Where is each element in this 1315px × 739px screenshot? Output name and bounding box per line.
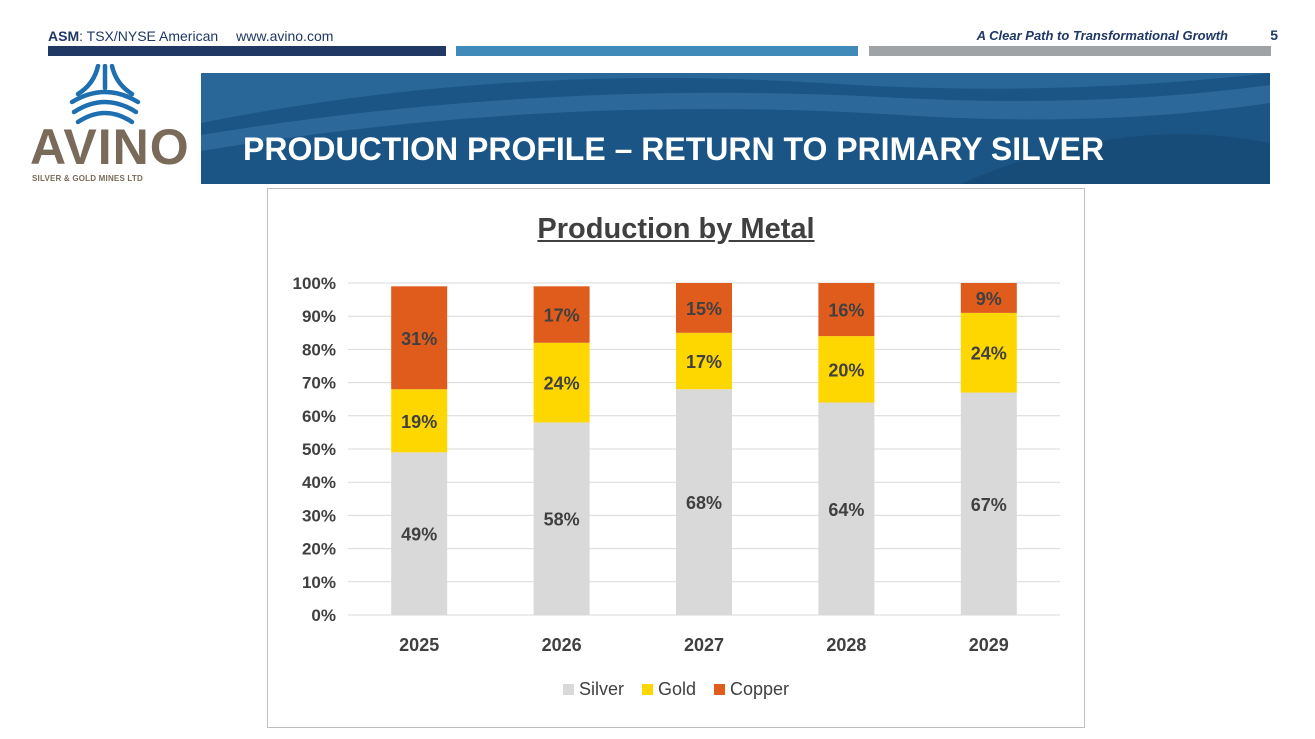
- bar-segment-copper: [533, 286, 590, 343]
- chart-plot: 0% 10% 20% 30% 40% 50% 60% 70% 80% 90% 100% 49% 19% 3…: [293, 274, 1060, 655]
- website-link[interactable]: www.avino.com: [236, 28, 334, 44]
- bar-segment-copper: [818, 283, 875, 337]
- bar-segment-gold: [676, 332, 732, 390]
- y-tick-label: 60%: [302, 407, 336, 426]
- page-number: 5: [1270, 27, 1278, 43]
- data-label: 16%: [828, 301, 864, 321]
- exchange-text: : TSX/NYSE American: [79, 28, 219, 44]
- x-tick-label: 2027: [684, 635, 724, 655]
- data-label: 17%: [686, 352, 722, 372]
- ticker-symbol: ASM: [48, 28, 80, 44]
- logo-subtitle: SILVER & GOLD MINES LTD: [32, 174, 143, 183]
- data-label: 19%: [401, 412, 437, 432]
- data-label: 15%: [686, 299, 722, 319]
- data-label: 68%: [686, 493, 722, 513]
- y-tick-label: 10%: [302, 573, 336, 592]
- y-tick-label: 100%: [293, 274, 336, 293]
- bar-segment-silver: [676, 389, 732, 615]
- bar-segment-silver: [391, 452, 448, 615]
- legend-label: Gold: [657, 679, 696, 699]
- banner-swoosh: [201, 73, 1270, 184]
- bar-segment-silver: [960, 392, 1017, 615]
- data-label: 64%: [828, 500, 864, 520]
- y-tick-label: 90%: [302, 307, 336, 326]
- legend-swatch: [714, 684, 725, 695]
- header-ticker: ASM: TSX/NYSE American www.avino.com: [48, 28, 333, 44]
- data-label: 24%: [544, 374, 580, 394]
- data-label: 20%: [828, 360, 864, 380]
- title-banner: PRODUCTION PROFILE – RETURN TO PRIMARY S…: [201, 73, 1270, 184]
- company-logo: AVINO SILVER & GOLD MINES LTD: [28, 64, 190, 183]
- y-tick-label: 40%: [302, 473, 336, 492]
- data-label: 58%: [544, 510, 580, 530]
- x-tick-label: 2025: [399, 635, 439, 655]
- bar-segment-silver: [533, 422, 590, 615]
- header-stripe-navy: [48, 46, 446, 56]
- y-tick-label: 80%: [302, 340, 336, 359]
- y-tick-label: 50%: [302, 440, 336, 459]
- y-tick-label: 30%: [302, 506, 336, 525]
- tagline: A Clear Path to Transformational Growth: [976, 28, 1228, 43]
- bar-segment-gold: [818, 336, 875, 403]
- legend-label: Silver: [578, 679, 624, 699]
- bar-segment-gold: [960, 312, 1017, 393]
- x-tick-label: 2029: [969, 635, 1009, 655]
- bar-segment-copper: [676, 283, 732, 333]
- x-tick-label: 2028: [826, 635, 866, 655]
- production-chart: Production by Metal 0% 10% 20% 30% 40% 50% 60%…: [267, 188, 1085, 728]
- data-label: 24%: [971, 344, 1007, 364]
- y-tick-label: 20%: [302, 540, 336, 559]
- legend-item-gold: Gold: [641, 679, 696, 700]
- logo-wordmark: AVINO: [30, 119, 190, 175]
- page-title: PRODUCTION PROFILE – RETURN TO PRIMARY S…: [243, 131, 1105, 167]
- data-label: 67%: [971, 495, 1007, 515]
- legend-label: Copper: [730, 679, 790, 699]
- data-label: 31%: [401, 329, 437, 349]
- x-tick-label: 2026: [542, 635, 582, 655]
- bar-segment-gold: [391, 389, 448, 453]
- bar-segment-gold: [533, 342, 590, 423]
- header-stripe-gray: [869, 46, 1271, 56]
- bar-segment-silver: [818, 402, 875, 615]
- y-tick-label: 0%: [311, 606, 336, 625]
- y-tick-label: 70%: [302, 374, 336, 393]
- legend-swatch: [641, 684, 653, 695]
- chart-title: Production by Metal: [537, 213, 815, 245]
- data-label: 9%: [976, 289, 1002, 309]
- legend-swatch: [562, 684, 574, 695]
- bar-segment-copper: [960, 283, 1017, 313]
- logo-mark-icon: [69, 64, 141, 125]
- chart-legend: Silver Gold Copper: [268, 679, 1084, 700]
- header-stripe-blue: [456, 46, 858, 56]
- data-label: 49%: [401, 525, 437, 545]
- bar-segment-copper: [391, 286, 448, 390]
- data-label: 17%: [544, 306, 580, 326]
- legend-item-silver: Silver: [562, 679, 624, 700]
- legend-item-copper: Copper: [714, 679, 789, 700]
